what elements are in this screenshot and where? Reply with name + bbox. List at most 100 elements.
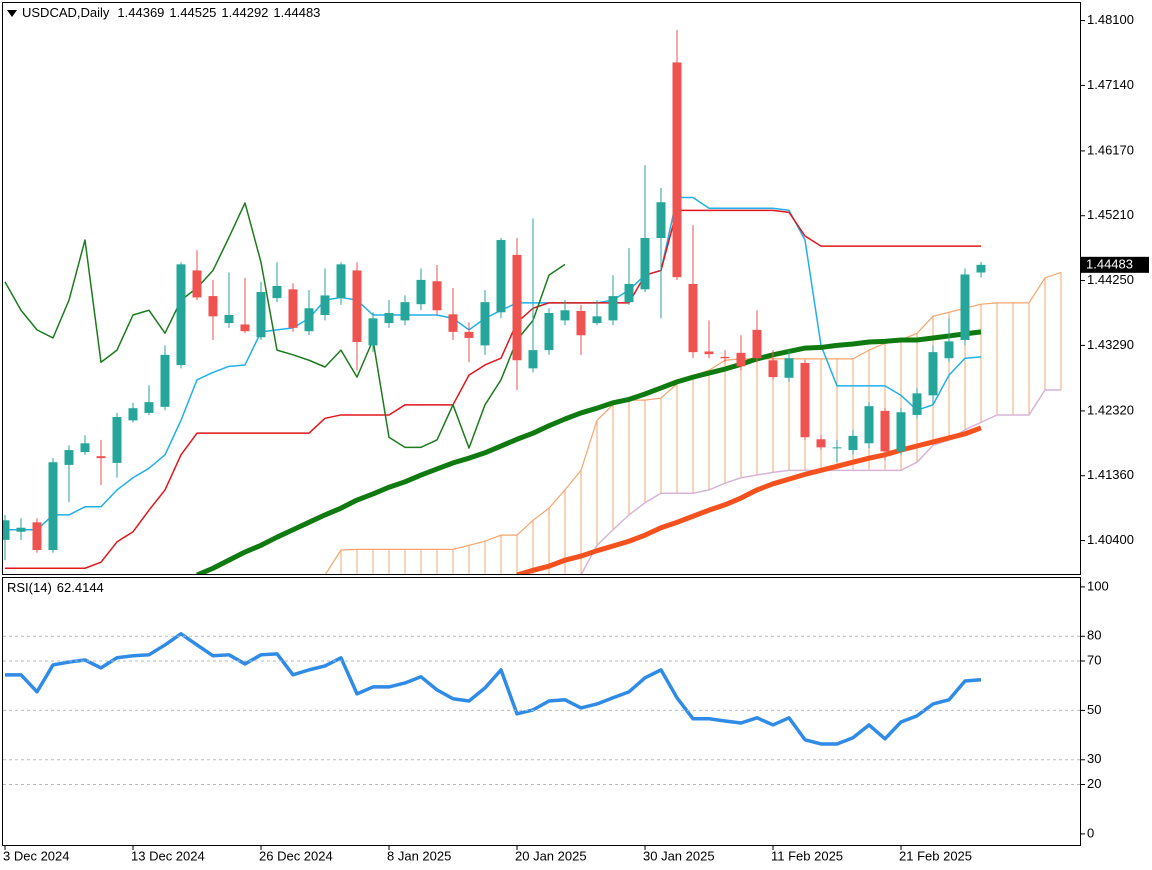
- candle-body: [704, 351, 714, 355]
- candle-body: [432, 281, 442, 311]
- candle-body: [624, 283, 634, 303]
- indicator-line: [5, 209, 981, 569]
- y-tick-label: 1.43290: [1087, 337, 1134, 352]
- candle-body: [720, 356, 730, 359]
- x-tick-label: 3 Dec 2024: [3, 848, 70, 863]
- candle-body: [464, 331, 474, 338]
- y-tick-label: 50: [1087, 702, 1101, 717]
- menu-arrow[interactable]: [7, 10, 17, 17]
- indicator-line: [196, 329, 982, 574]
- y-tick-label: 1.47140: [1087, 77, 1134, 92]
- candle-body: [448, 314, 458, 332]
- candle-body: [864, 406, 874, 444]
- y-tick-label: 1.44250: [1087, 272, 1134, 287]
- candle-body: [576, 310, 586, 336]
- price-label-box: [1081, 256, 1149, 273]
- candle-body: [352, 270, 362, 343]
- rsi-title: RSI(14) 62.4144: [7, 580, 104, 595]
- x-tick-label: 8 Jan 2025: [387, 848, 451, 863]
- candle-body: [336, 264, 346, 299]
- candle-body: [96, 456, 106, 459]
- indicator-line: [4, 202, 566, 449]
- x-tick-label: 11 Feb 2025: [771, 848, 843, 863]
- y-tick-label: 1.46170: [1087, 142, 1134, 157]
- candle-body: [32, 522, 42, 551]
- candle-body: [784, 358, 794, 378]
- candle-body: [512, 254, 522, 361]
- candle-body: [112, 416, 122, 463]
- candle-body: [496, 240, 506, 313]
- candle-body: [64, 450, 74, 465]
- chart-title: USDCAD,Daily 1.44369 1.44525 1.44292 1.44483: [22, 5, 320, 20]
- ohlc-close: 1.44483: [273, 5, 320, 20]
- rsi-frame: [2, 577, 1081, 846]
- ohlc-low: 1.44292: [221, 5, 268, 20]
- rsi-plot: [5, 632, 982, 746]
- candle-body: [880, 410, 890, 452]
- candle-body: [320, 295, 330, 315]
- candle-body: [672, 62, 682, 278]
- y-tick-label: 30: [1087, 751, 1101, 766]
- candle-body: [768, 360, 778, 378]
- candle-body: [608, 296, 618, 321]
- candle-body: [160, 354, 170, 407]
- indicator-line: [5, 196, 982, 531]
- candle-body: [400, 302, 410, 321]
- candle-body: [416, 279, 426, 305]
- y-tick-label: 70: [1087, 652, 1101, 667]
- main-frame: [2, 2, 1081, 575]
- x-tick-label: 21 Feb 2025: [899, 848, 972, 863]
- candle-body: [976, 264, 986, 273]
- candle-body: [144, 402, 154, 413]
- ohlc-high: 1.44525: [169, 5, 216, 20]
- candle-body: [848, 435, 858, 451]
- rsi-name: RSI(14): [7, 580, 52, 595]
- candle-body: [272, 285, 282, 299]
- price-plot: [3, 30, 1062, 574]
- candle-body: [736, 352, 746, 367]
- x-tick-label: 30 Jan 2025: [643, 848, 715, 863]
- candle-body: [640, 238, 650, 290]
- rsi-value: 62.4144: [57, 580, 104, 595]
- candle-body: [256, 292, 266, 338]
- candle-body: [960, 274, 970, 340]
- candle-body: [944, 341, 954, 359]
- candle-body: [480, 302, 490, 346]
- candle-body: [48, 462, 58, 551]
- x-tick-label: 13 Dec 2024: [131, 848, 205, 863]
- symbol: USDCAD,Daily: [22, 5, 110, 20]
- y-tick-label: 1.45210: [1087, 207, 1134, 222]
- candle-body: [304, 308, 314, 332]
- candle-body: [240, 324, 250, 332]
- candle-body: [80, 443, 90, 453]
- candle-body: [176, 264, 186, 365]
- candle-body: [592, 316, 602, 324]
- candle-body: [384, 312, 394, 324]
- y-tick-label: 1.41360: [1087, 467, 1134, 482]
- candle-body: [928, 352, 938, 396]
- candle-body: [16, 527, 26, 532]
- candle-body: [816, 439, 826, 448]
- y-tick-label: 1.40400: [1087, 532, 1134, 547]
- y-tick-label: 100: [1087, 578, 1109, 593]
- ohlc-open: 1.44369: [117, 5, 164, 20]
- candle-body: [912, 393, 922, 415]
- candle-body: [368, 318, 378, 346]
- y-tick-label: 20: [1087, 776, 1101, 791]
- candle-body: [688, 283, 698, 353]
- candle-body: [800, 362, 810, 438]
- candle-body: [128, 408, 138, 421]
- candle-body: [528, 350, 538, 369]
- candle-body: [656, 202, 666, 239]
- candle-body: [544, 312, 554, 351]
- y-tick-label: 0: [1087, 825, 1094, 840]
- candle-body: [752, 329, 762, 359]
- price-label: 1.44483: [1086, 256, 1133, 271]
- candle-body: [288, 289, 298, 328]
- candle-body: [896, 412, 906, 452]
- candle-body: [832, 447, 842, 449]
- candle-body: [560, 310, 570, 321]
- candle-body: [192, 270, 202, 298]
